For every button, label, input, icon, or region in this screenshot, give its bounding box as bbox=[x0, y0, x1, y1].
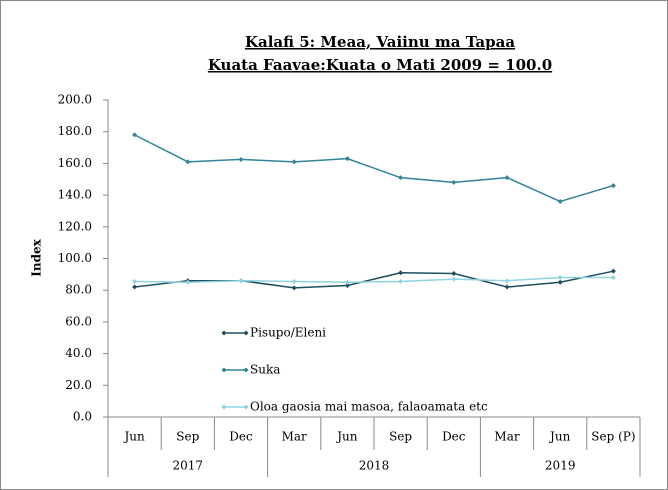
point-marker bbox=[398, 278, 404, 284]
series-line bbox=[134, 134, 614, 203]
x-tick-label: Jun bbox=[548, 430, 571, 444]
point-marker bbox=[504, 278, 510, 284]
y-tick-label: 100.0 bbox=[58, 251, 92, 265]
x-tick-label: Jun bbox=[335, 430, 358, 444]
chart-title: Kalafi 5: Meaa, Vaiinu ma Tapaa bbox=[245, 33, 515, 51]
x-tick-label: Jun bbox=[122, 430, 145, 444]
x-tick-label: Dec bbox=[442, 430, 466, 444]
point-marker bbox=[451, 179, 457, 185]
y-tick-label: 20.0 bbox=[65, 378, 92, 392]
point-marker bbox=[291, 285, 297, 291]
point-marker bbox=[185, 159, 191, 165]
legend-label: Suka bbox=[250, 363, 280, 377]
series-line bbox=[134, 270, 614, 289]
point-marker bbox=[451, 276, 457, 282]
x-tick-label: Mar bbox=[494, 430, 519, 444]
point-marker bbox=[132, 132, 138, 138]
point-marker bbox=[291, 159, 297, 165]
series-line bbox=[134, 276, 614, 284]
legend-label: Pisupo/Eleni bbox=[250, 326, 326, 340]
y-tick-label: 160.0 bbox=[58, 156, 92, 170]
point-marker bbox=[557, 198, 563, 204]
year-label: 2018 bbox=[359, 459, 390, 473]
point-marker bbox=[398, 175, 404, 181]
legend-marker bbox=[243, 404, 249, 410]
point-marker bbox=[344, 279, 350, 285]
point-marker bbox=[610, 268, 616, 274]
year-label: 2019 bbox=[545, 459, 576, 473]
y-tick-label: 0.0 bbox=[73, 410, 92, 424]
point-marker bbox=[557, 279, 563, 285]
legend-marker bbox=[243, 330, 249, 336]
point-marker bbox=[344, 156, 350, 162]
point-marker bbox=[610, 275, 616, 281]
y-tick-label: 60.0 bbox=[65, 314, 92, 328]
point-marker bbox=[238, 156, 244, 162]
legend-marker bbox=[221, 330, 227, 336]
x-tick-label: Mar bbox=[282, 430, 307, 444]
y-tick-label: 80.0 bbox=[65, 283, 92, 297]
point-marker bbox=[398, 270, 404, 276]
y-axis-label: Index bbox=[30, 238, 44, 276]
point-marker bbox=[238, 278, 244, 284]
point-marker bbox=[504, 284, 510, 290]
chart-subtitle: Kuata Faavae:Kuata o Mati 2009 = 100.0 bbox=[208, 56, 552, 74]
legend-marker bbox=[221, 367, 227, 373]
y-tick-label: 140.0 bbox=[58, 188, 92, 202]
point-marker bbox=[344, 282, 350, 288]
legend-marker bbox=[221, 404, 227, 410]
legend-marker bbox=[243, 367, 249, 373]
point-marker bbox=[132, 284, 138, 290]
point-marker bbox=[132, 278, 138, 284]
legend-label: Oloa gaosia mai masoa, falaoamata etc bbox=[250, 400, 488, 414]
point-marker bbox=[291, 278, 297, 284]
point-marker bbox=[451, 271, 457, 277]
y-tick-label: 40.0 bbox=[65, 346, 92, 360]
year-label: 2017 bbox=[173, 459, 204, 473]
x-tick-label: Sep (P) bbox=[591, 430, 635, 444]
y-tick-label: 180.0 bbox=[58, 124, 92, 138]
x-tick-label: Dec bbox=[229, 430, 253, 444]
point-marker bbox=[504, 175, 510, 181]
point-marker bbox=[610, 183, 616, 189]
point-marker bbox=[185, 279, 191, 285]
x-tick-label: Sep bbox=[176, 430, 199, 444]
point-marker bbox=[557, 275, 563, 281]
y-tick-label: 120.0 bbox=[58, 219, 92, 233]
x-tick-label: Sep bbox=[389, 430, 412, 444]
y-tick-label: 200.0 bbox=[58, 93, 92, 107]
